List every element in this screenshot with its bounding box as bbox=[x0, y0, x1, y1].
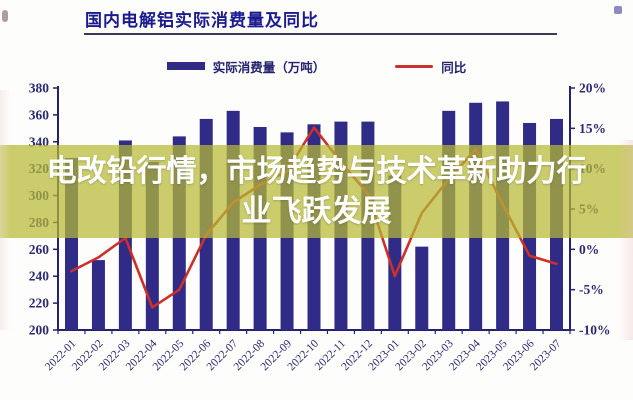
left-axis-label: 380 bbox=[29, 81, 50, 96]
legend-label-yoy: 同比 bbox=[441, 59, 467, 75]
legend-item-consumption: 实际消费量（万吨） bbox=[166, 57, 326, 76]
bar-swatch-icon bbox=[166, 62, 205, 70]
right-axis-label: -5% bbox=[579, 282, 604, 297]
caption-overlay-band: 电改铅行情，市场趋势与技术革新助力行 业飞跃发展 bbox=[0, 145, 633, 238]
caption-line-1: 电改铅行情，市场趋势与技术革新助力行 bbox=[46, 153, 587, 189]
right-axis-label: 0% bbox=[579, 242, 599, 257]
right-edge-artifact bbox=[619, 140, 633, 340]
left-axis-label: 360 bbox=[29, 107, 50, 122]
top-right-artifact bbox=[614, 6, 622, 14]
left-axis-label: 220 bbox=[29, 296, 50, 311]
consumption-bar bbox=[415, 246, 429, 330]
left-edge-artifact bbox=[0, 90, 10, 330]
legend-label-consumption: 实际消费量（万吨） bbox=[212, 59, 326, 75]
left-axis-label: 240 bbox=[29, 269, 50, 284]
top-left-artifact bbox=[2, 10, 8, 22]
right-axis-label: 15% bbox=[579, 121, 606, 136]
legend-item-yoy: 同比 bbox=[395, 57, 466, 76]
title-underline bbox=[84, 33, 557, 35]
left-axis-label: 200 bbox=[29, 323, 50, 338]
right-axis-label: -10% bbox=[579, 323, 611, 338]
line-swatch-icon bbox=[395, 64, 434, 68]
caption-line-2: 业飞跃发展 bbox=[241, 193, 392, 229]
chart-legend: 实际消费量（万吨） 同比 bbox=[0, 56, 633, 76]
chart-title: 国内电解铝实际消费量及同比 bbox=[85, 11, 319, 31]
right-axis-label: 20% bbox=[579, 81, 606, 96]
left-axis-label: 260 bbox=[29, 242, 50, 257]
consumption-bar bbox=[91, 260, 105, 330]
